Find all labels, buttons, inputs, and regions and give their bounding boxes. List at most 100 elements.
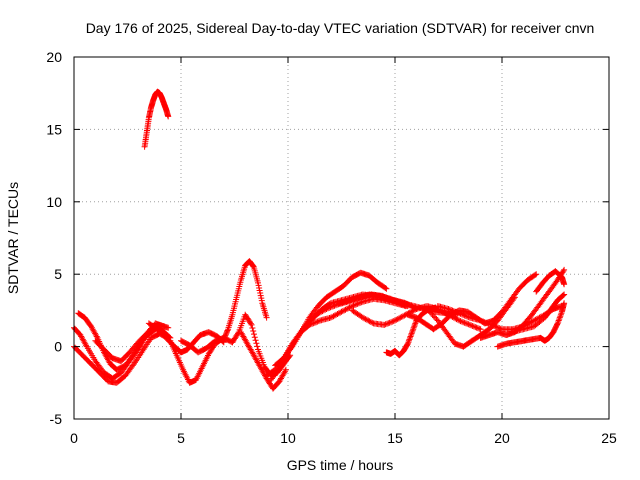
data-point: [282, 368, 289, 375]
series-track-5: [141, 88, 172, 150]
data-point: [319, 308, 326, 315]
data-point: [561, 291, 568, 298]
data-point: [165, 324, 172, 331]
y-tick-label: 20: [46, 49, 62, 65]
y-tick-label: -5: [50, 411, 63, 427]
data-point: [511, 294, 518, 301]
grid-layer: [74, 57, 609, 419]
series-track-12: [263, 295, 409, 379]
series-track-3: [71, 330, 172, 386]
data-point: [468, 322, 475, 329]
data-point: [456, 317, 463, 324]
data-point: [492, 323, 499, 330]
data-point: [248, 321, 255, 328]
data-point: [358, 299, 365, 306]
data-point: [398, 313, 405, 320]
data-point: [93, 333, 100, 340]
data-point: [453, 309, 460, 316]
data-point: [381, 321, 388, 328]
series-track-25: [533, 268, 568, 295]
data-point: [561, 281, 568, 288]
data-point: [554, 320, 561, 327]
data-point: [315, 318, 322, 325]
data-point: [425, 307, 432, 314]
data-point: [410, 307, 417, 314]
data-point: [454, 316, 461, 323]
data-point: [351, 302, 358, 308]
data-point: [165, 113, 172, 120]
data-point: [477, 326, 484, 333]
y-tick-label: 10: [46, 194, 62, 210]
data-point: [302, 323, 309, 330]
data-point: [251, 331, 257, 338]
data-point: [288, 345, 295, 351]
data-point: [409, 329, 416, 336]
data-point: [341, 307, 348, 314]
series-track-23: [494, 300, 568, 350]
y-tick-label: 0: [54, 339, 62, 355]
data-point: [338, 308, 345, 315]
data-point: [474, 325, 481, 332]
data-point: [339, 308, 346, 315]
data-point: [465, 321, 472, 328]
data-point: [457, 310, 464, 317]
data-point: [328, 303, 335, 310]
data-point: [312, 311, 319, 318]
x-tick-label: 25: [601, 430, 617, 446]
data-point: [354, 300, 361, 307]
data-point: [561, 300, 568, 307]
data-point: [332, 302, 339, 309]
data-point: [480, 318, 487, 325]
data-point: [310, 314, 317, 321]
data-point: [392, 317, 398, 324]
data-point: [412, 320, 419, 327]
y-axis-label: SDTVAR / TECUs: [5, 182, 21, 294]
x-axis-label: GPS time / hours: [287, 457, 394, 473]
data-point: [320, 307, 327, 314]
y-tick-label: 5: [54, 266, 62, 282]
data-point: [383, 285, 390, 292]
data-point: [129, 362, 136, 369]
data-point: [346, 304, 353, 311]
data-point: [448, 307, 455, 313]
data-point: [560, 292, 567, 299]
series-track-24: [509, 291, 568, 336]
data-point: [477, 317, 484, 324]
data-point: [388, 296, 395, 303]
data-point: [404, 340, 411, 347]
data-point: [450, 308, 457, 315]
data-point: [366, 318, 373, 325]
data-point: [452, 315, 459, 322]
data-point: [388, 319, 394, 326]
series-track-19: [404, 271, 540, 333]
data-point: [442, 310, 449, 317]
data-point: [304, 320, 311, 327]
data-point: [224, 327, 231, 334]
x-tick-label: 5: [177, 430, 185, 446]
data-point: [326, 304, 333, 311]
chart-title: Day 176 of 2025, Sidereal Day-to-day VTE…: [86, 20, 595, 36]
data-point: [532, 316, 539, 323]
plot-frame: [73, 56, 610, 420]
data-point: [462, 313, 469, 319]
data-point: [367, 319, 374, 325]
data-point: [379, 292, 386, 299]
x-tick-label: 20: [494, 430, 510, 446]
data-point: [327, 314, 334, 321]
data-point: [533, 271, 540, 278]
data-point: [510, 295, 517, 302]
data-point: [250, 328, 257, 334]
data-point: [470, 323, 477, 330]
data-point: [487, 321, 493, 328]
data-point: [362, 316, 369, 323]
data-point: [250, 263, 257, 270]
data-point: [561, 266, 568, 273]
data-point: [314, 311, 321, 317]
data-point: [532, 271, 539, 278]
series-track-20: [424, 294, 518, 350]
data-point: [345, 305, 352, 312]
data-point: [560, 268, 567, 275]
series-track-9: [220, 258, 270, 343]
data-point: [489, 322, 496, 329]
